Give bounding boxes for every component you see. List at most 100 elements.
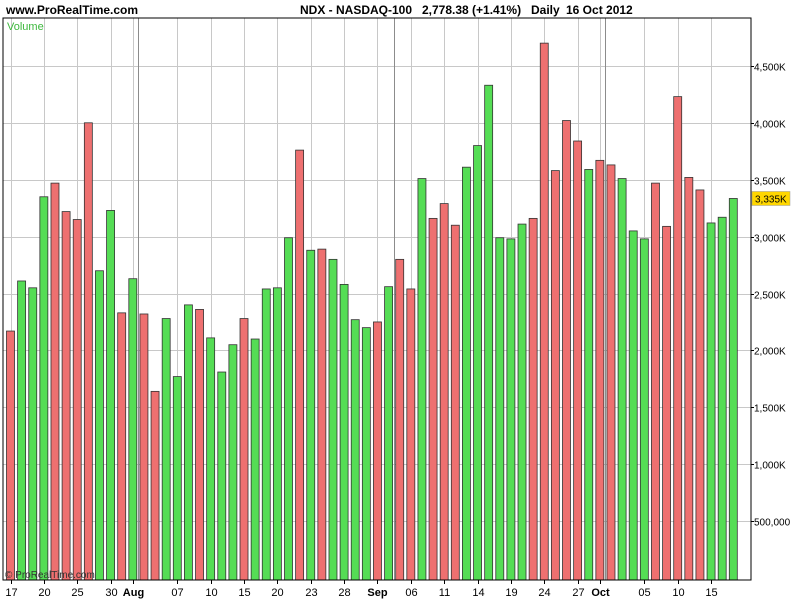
- x-tick-label: Aug: [123, 587, 144, 599]
- volume-bar: [484, 84, 494, 581]
- volume-bar: [150, 390, 160, 581]
- y-tick-label: 4,500K: [754, 63, 786, 74]
- volume-bar: [384, 286, 393, 581]
- last-value-marker: 3,335K: [751, 191, 791, 206]
- x-tick-label: Sep: [367, 587, 387, 599]
- volume-bar: [439, 203, 449, 581]
- volume-bar: [17, 280, 27, 581]
- volume-bar: [395, 258, 405, 581]
- x-tick-label: 14: [472, 587, 484, 599]
- volume-bar: [406, 288, 416, 581]
- volume-bar: [573, 140, 583, 581]
- volume-bar: [106, 210, 115, 581]
- volume-bar: [250, 338, 260, 581]
- y-tick-label: 2,000K: [754, 347, 786, 358]
- x-tick-label: 17: [5, 587, 17, 599]
- volume-bar: [172, 376, 182, 581]
- last-value-box: [751, 191, 791, 206]
- volume-bar: [517, 223, 527, 581]
- x-tick-label: 15: [238, 587, 250, 599]
- volume-bar: [628, 230, 638, 581]
- volume-bar: [617, 178, 627, 581]
- volume-bar: [562, 120, 571, 581]
- x-tick-label: 27: [572, 587, 584, 599]
- volume-bar: [61, 211, 71, 581]
- chart-header: www.ProRealTime.com NDX - NASDAQ-100 2,7…: [5, 3, 633, 17]
- indicator-label: Volume: [7, 21, 44, 33]
- chart-period: Daily: [531, 3, 560, 17]
- volume-bar: [39, 196, 49, 581]
- volume-bar: [295, 149, 305, 581]
- chart-date: 16 Oct 2012: [566, 3, 633, 17]
- volume-bar: [373, 321, 382, 581]
- instrument-symbol: NDX - NASDAQ-100: [300, 3, 412, 17]
- volume-bar: [306, 249, 316, 581]
- y-tick-label: 3,500K: [754, 177, 786, 188]
- volume-bar: [495, 237, 505, 581]
- volume-bar: [450, 224, 460, 581]
- volume-bar: [272, 287, 282, 581]
- x-tick-label: 19: [505, 587, 517, 599]
- volume-bar: [195, 309, 204, 581]
- volume-bar: [639, 238, 649, 581]
- volume-bar: [528, 217, 538, 581]
- volume-bar: [428, 217, 438, 581]
- volume-bar: [72, 219, 82, 581]
- x-tick-label: 25: [71, 587, 83, 599]
- volume-bar: [506, 238, 516, 581]
- volume-bar: [317, 248, 327, 581]
- y-tick-label: 1,000K: [754, 461, 786, 472]
- volume-bar: [706, 222, 716, 581]
- x-tick-label: 23: [305, 587, 317, 599]
- site-url[interactable]: www.ProRealTime.com: [5, 3, 138, 17]
- x-tick-label: 06: [405, 587, 417, 599]
- volume-bar: [651, 182, 660, 581]
- month-separators: [138, 18, 606, 580]
- y-tick-label: 2,500K: [754, 291, 786, 302]
- x-tick-label: 28: [338, 587, 350, 599]
- volume-bar: [261, 288, 271, 581]
- volume-bars: [6, 42, 738, 581]
- volume-bar: [6, 330, 15, 581]
- volume-bar: [684, 177, 694, 581]
- y-tick-label: 1,500K: [754, 404, 786, 415]
- last-value-label: 3,335K: [755, 194, 787, 205]
- x-tick-label: 24: [538, 587, 550, 599]
- volume-bar: [161, 318, 171, 581]
- y-tick-label: 500,000: [754, 518, 791, 529]
- volume-bar: [339, 283, 349, 581]
- volume-bar: [717, 216, 727, 581]
- x-axis-ticks: 17 20 25 30 Aug 07 10 15 20 23 28 Sep 06 11 14 19 24 27 Oc…: [5, 580, 718, 599]
- x-tick-label: Oct: [591, 587, 610, 599]
- volume-bar: [595, 159, 605, 581]
- volume-bar: [50, 182, 60, 581]
- volume-bar: [473, 145, 482, 581]
- volume-bar: [539, 42, 549, 581]
- volume-bar: [462, 166, 471, 581]
- volume-bar: [28, 287, 38, 581]
- instrument-price: 2,778.38 (+1.41%): [422, 3, 521, 17]
- volume-bar: [206, 337, 216, 581]
- x-tick-label: 30: [105, 587, 117, 599]
- volume-bar: [95, 270, 104, 581]
- volume-bar: [584, 169, 594, 581]
- volume-bar: [128, 278, 138, 581]
- volume-bar: [728, 198, 738, 581]
- volume-bar: [139, 313, 149, 581]
- volume-bar: [328, 258, 338, 581]
- x-tick-label: 11: [439, 587, 450, 599]
- x-tick-label: 20: [271, 587, 283, 599]
- x-tick-label: 20: [38, 587, 50, 599]
- volume-bar: [217, 371, 227, 581]
- volume-bar: [417, 178, 427, 581]
- volume-bar: [662, 225, 671, 581]
- volume-bar: [350, 319, 360, 581]
- x-tick-label: 07: [171, 587, 183, 599]
- y-axis-ticks: 500,000 1,000K 1,500K 2,000K 2,500K 3,000K 3,5…: [751, 63, 791, 529]
- x-tick-label: 10: [205, 587, 217, 599]
- y-tick-label: 4,000K: [754, 120, 786, 131]
- volume-bar: [695, 189, 705, 581]
- volume-bar: [361, 327, 371, 581]
- volume-bar: [83, 122, 93, 581]
